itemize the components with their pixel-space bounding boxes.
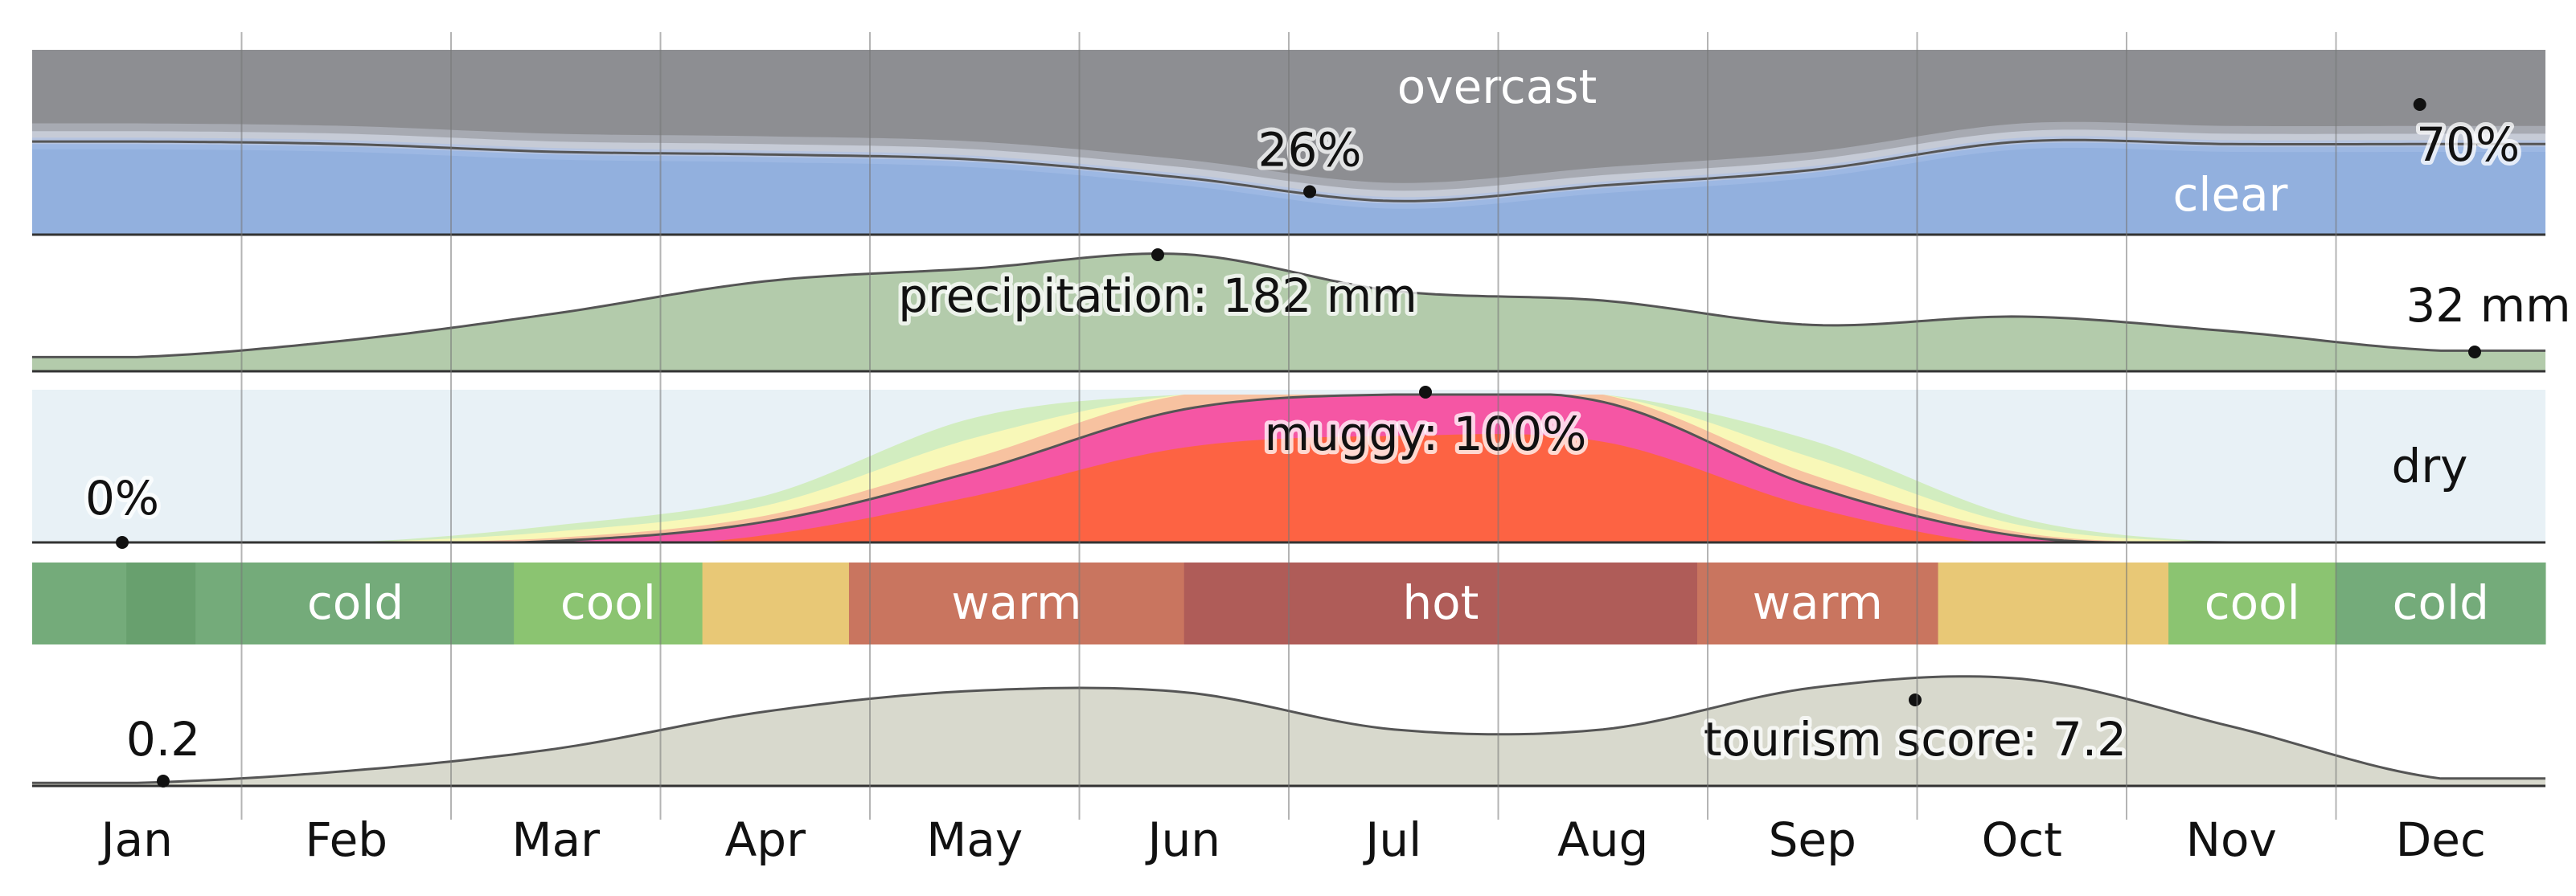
precipitation-end-label: 32 mm (2406, 278, 2570, 333)
cloud-min-label: 26% (1258, 123, 1362, 178)
cloud-annotation-marker (2413, 98, 2426, 111)
humidity-max-label: muggy: 100% (1265, 407, 1587, 461)
temperature-band-label-2: cold (307, 575, 404, 630)
cloud-end-label: 70% (2416, 117, 2520, 172)
precipitation-annotation-marker (2468, 346, 2481, 358)
temperature-band-4 (702, 563, 850, 644)
temperature-band-8 (1938, 563, 2169, 644)
temperature-band-6 (1183, 563, 1698, 644)
temperature-band-7 (1696, 563, 1939, 644)
month-label-jan: Jan (99, 812, 173, 867)
precipitation-annotation-marker (1151, 248, 1164, 261)
temperature-band-3 (514, 563, 703, 644)
tourism-max-marker (1909, 693, 1922, 706)
temperature-band-9 (2168, 563, 2336, 644)
humidity-max-marker (1419, 386, 1432, 399)
month-label-oct: Oct (1982, 812, 2062, 867)
month-label-dec: Dec (2396, 812, 2486, 867)
temperature-band-0 (32, 563, 127, 644)
month-label-jun: Jun (1145, 812, 1220, 867)
month-label-feb: Feb (305, 812, 388, 867)
temperature-band-label-7: warm (1753, 575, 1883, 630)
temperature-band-2 (195, 563, 515, 644)
temperature-band-label-5: warm (951, 575, 1081, 630)
tourism-max-label: tourism score: 7.2 (1704, 712, 2127, 767)
month-label-apr: Apr (725, 812, 806, 867)
month-label-may: May (926, 812, 1023, 867)
humidity-min-label: 0% (85, 471, 159, 526)
month-label-sep: Sep (1769, 812, 1856, 867)
month-label-aug: Aug (1557, 812, 1648, 867)
temperature-band-label-10: cold (2393, 575, 2489, 630)
tourism-min-marker (157, 775, 170, 788)
temperature-band-label-9: cool (2205, 575, 2300, 630)
month-label-mar: Mar (512, 812, 601, 867)
tourism-min-label: 0.2 (126, 712, 200, 767)
temperature-band-label-6: hot (1402, 575, 1479, 630)
temperature-band-10 (2336, 563, 2546, 644)
precipitation-max-label: precipitation: 182 mm (898, 268, 1417, 323)
month-label-nov: Nov (2186, 812, 2277, 867)
month-label-jul: Jul (1363, 812, 1421, 867)
temperature-band-5 (848, 563, 1185, 644)
humidity-dry-label: dry (2392, 439, 2468, 493)
temperature-band-1 (126, 563, 196, 644)
cloud-annotation-marker (1303, 185, 1317, 198)
humidity-min-marker (116, 536, 129, 549)
temperature-band-label-3: cool (560, 575, 656, 630)
cloud-clear-label: clear (2172, 167, 2287, 222)
cloud-overcast-label: overcast (1397, 59, 1597, 114)
